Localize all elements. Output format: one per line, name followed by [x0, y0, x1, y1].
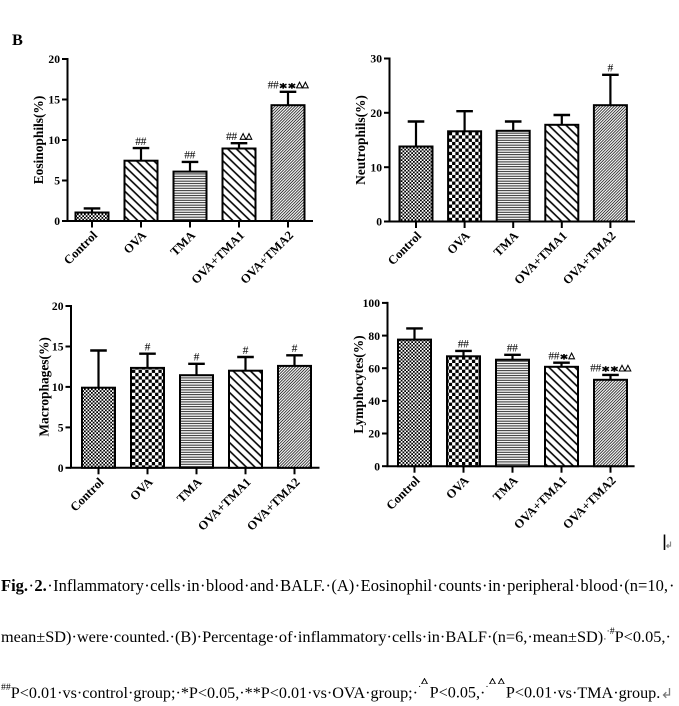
- svg-text:20: 20: [52, 300, 64, 313]
- svg-text:#: #: [608, 62, 614, 75]
- svg-text:##: ##: [135, 135, 146, 148]
- svg-text:0: 0: [374, 460, 380, 473]
- svg-text:80: 80: [368, 330, 380, 343]
- svg-text:B: B: [12, 30, 23, 49]
- svg-text:30: 30: [370, 53, 382, 66]
- svg-text:##: ##: [226, 130, 237, 143]
- svg-text:10: 10: [370, 161, 382, 174]
- svg-text:##: ##: [507, 342, 518, 355]
- svg-text:Eosinophils(%): Eosinophils(%): [31, 96, 46, 185]
- svg-text:15: 15: [48, 94, 60, 107]
- svg-text:##: ##: [184, 149, 195, 162]
- svg-text:Macrophages(%): Macrophages(%): [37, 337, 52, 436]
- svg-text:#: #: [292, 342, 298, 355]
- svg-text:0: 0: [54, 215, 60, 228]
- svg-text:#: #: [145, 341, 151, 354]
- svg-text:##: ##: [458, 338, 469, 351]
- svg-text:#: #: [194, 351, 200, 364]
- svg-text:20: 20: [368, 428, 380, 441]
- svg-text:#: #: [243, 344, 249, 357]
- svg-text:10: 10: [48, 134, 60, 147]
- svg-text:100: 100: [363, 297, 381, 310]
- svg-text:##: ##: [548, 350, 559, 363]
- svg-text:60: 60: [368, 362, 380, 375]
- svg-text:##: ##: [268, 79, 279, 92]
- svg-text:20: 20: [370, 107, 382, 120]
- svg-text:5: 5: [58, 422, 64, 435]
- svg-text:0: 0: [376, 216, 382, 229]
- svg-text:Neutrophils(%): Neutrophils(%): [353, 95, 368, 185]
- svg-text:10: 10: [52, 381, 64, 394]
- svg-text:0: 0: [58, 462, 64, 475]
- svg-text:15: 15: [52, 341, 64, 354]
- svg-text:##: ##: [590, 362, 601, 375]
- svg-text:Lymphocytes(%): Lymphocytes(%): [351, 335, 366, 433]
- svg-text:40: 40: [368, 395, 380, 408]
- svg-text:20: 20: [48, 53, 60, 66]
- svg-text:5: 5: [54, 175, 60, 188]
